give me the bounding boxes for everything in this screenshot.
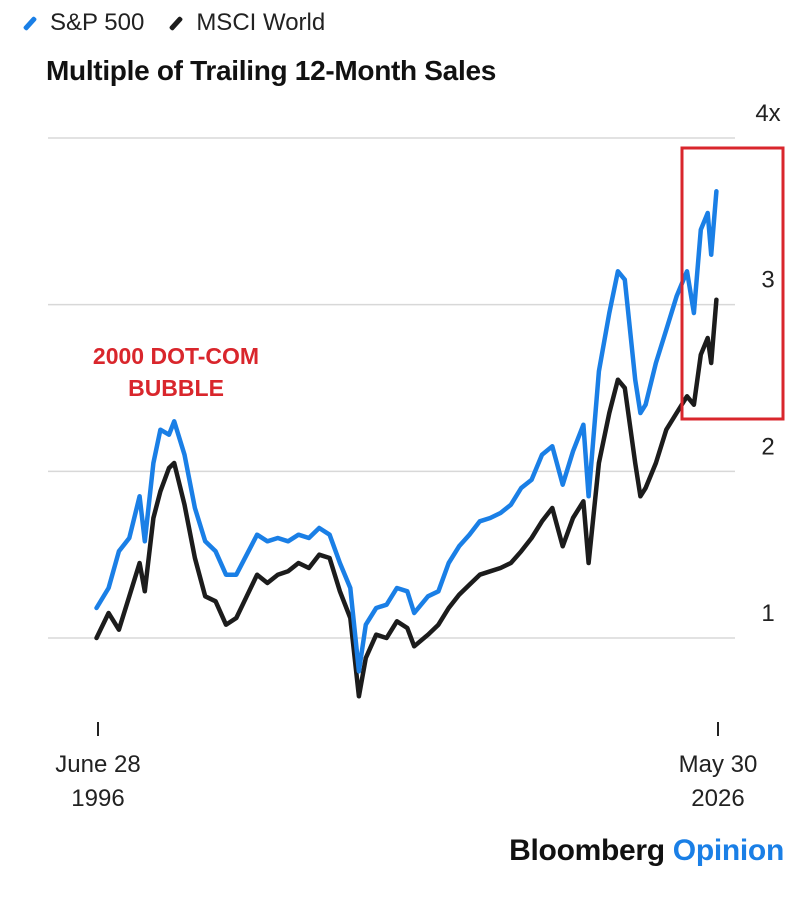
legend-item-msci-world: MSCI World	[166, 9, 325, 37]
annotation-line-1: BUBBLE	[128, 375, 224, 401]
x-tick-label-0-line-1: 1996	[71, 785, 124, 812]
x-tick-label-0-line-0: June 28	[55, 751, 140, 778]
series-line-s-p-500	[94, 189, 719, 674]
annotations: 2000 DOT-COM BUBBLE	[93, 146, 785, 421]
chart-legend: S&P 500 MSCI World	[20, 8, 347, 38]
y-tick-label-4: 4x	[755, 100, 780, 127]
x-tick-label-1-line-1: 2026	[691, 785, 744, 812]
y-tick-label-2: 2	[761, 433, 774, 460]
legend-label-sp500: S&P 500	[50, 9, 145, 36]
x-tick-label-1-line-0: May 30	[679, 751, 758, 778]
legend-item-sp500: S&P 500	[20, 9, 144, 37]
brand-opinion: Opinion	[672, 834, 785, 867]
series-line-msci-world	[94, 297, 719, 699]
chart-title: Multiple of Trailing 12-Month Sales	[46, 55, 496, 86]
y-tick-label-1: 1	[761, 600, 774, 627]
annotation-line-0: 2000 DOT-COM	[93, 343, 259, 369]
gridlines	[48, 137, 735, 639]
y-tick-labels: 1 2 3 4x	[755, 100, 780, 627]
y-tick-label-3: 3	[761, 267, 774, 294]
x-axis: June 28 1996 May 30 2026	[55, 722, 757, 812]
series-layer	[94, 189, 719, 699]
highlight-box	[680, 146, 785, 421]
legend-label-msci-world: MSCI World	[196, 9, 326, 36]
brand-bloomberg: Bloomberg	[509, 834, 665, 867]
branding: Bloomberg Opinion	[509, 834, 784, 868]
